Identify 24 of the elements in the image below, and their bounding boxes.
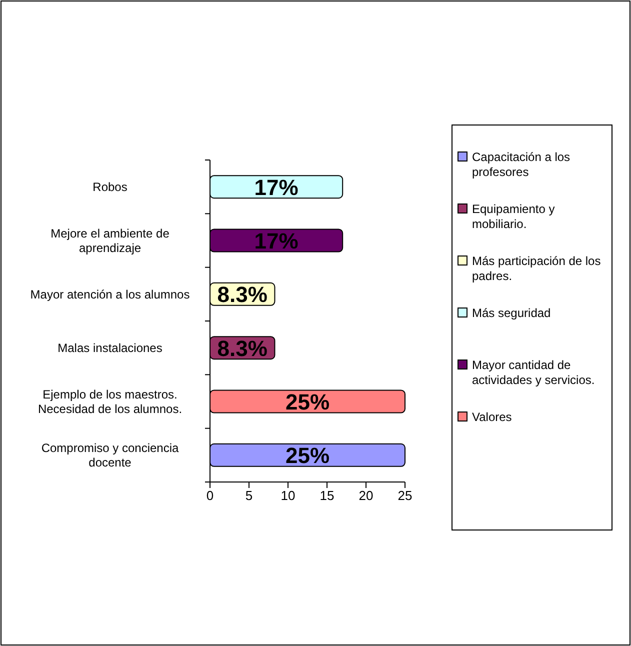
data-label: 25% — [285, 390, 330, 414]
data-label: 17% — [254, 174, 298, 200]
y-tick-label: Mayor atención a los alumnos — [30, 287, 190, 302]
legend-label: Más participación de los padres. — [472, 254, 601, 283]
legend-label: Capacitación a los profesores — [472, 150, 570, 179]
data-label: 17% — [254, 228, 298, 254]
data-label: 25% — [285, 443, 330, 468]
data-label: 8.3% — [217, 336, 268, 361]
y-tick-label: Mejore el ambiente de aprendizaje — [50, 226, 170, 255]
y-tick-label: Ejemplo de los maestros. Necesidad de los alumnos. — [38, 388, 182, 416]
data-label: 8.3% — [217, 282, 268, 308]
legend-label: Equipamiento y mobiliario. — [472, 202, 555, 231]
legend-label: Mayor cantidad de actividades y servicios. — [472, 358, 595, 387]
x-tick-label: 5 — [245, 488, 253, 504]
y-tick-label: Malas instalaciones — [58, 341, 162, 356]
x-tick-label: 0 — [206, 488, 214, 504]
legend-label: Valores — [472, 410, 512, 424]
x-tick-label: 15 — [320, 488, 334, 504]
x-tick-label: 20 — [358, 488, 374, 504]
y-tick-label: Robos — [92, 180, 128, 194]
x-tick-label: 25 — [398, 488, 412, 504]
x-tick-label: 10 — [280, 488, 296, 504]
y-tick-label: Compromiso y conciencia docente — [41, 441, 180, 470]
legend-label: Más seguridad — [472, 306, 551, 320]
